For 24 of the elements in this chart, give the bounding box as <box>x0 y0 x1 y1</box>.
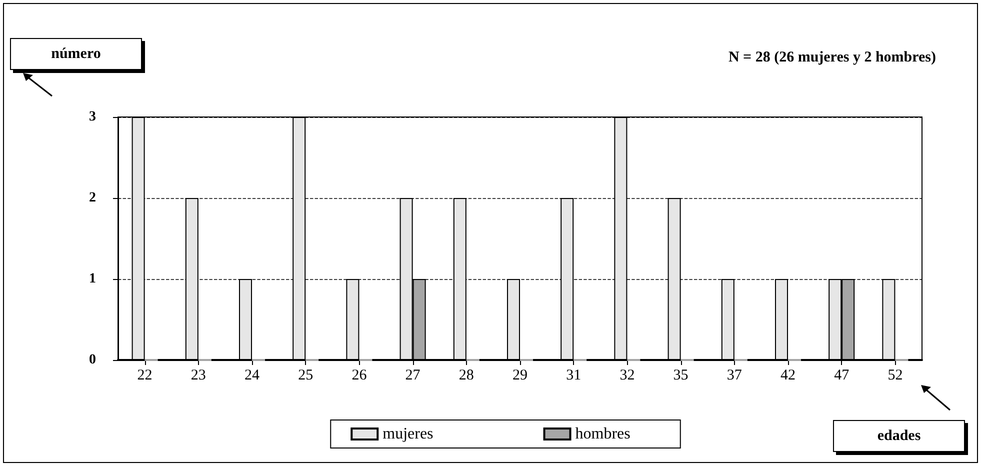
x-tick-label: 32 <box>620 368 635 384</box>
y-tick-label: 1 <box>89 272 96 286</box>
x-tick-label: 47 <box>834 368 850 384</box>
x-tick-label: 28 <box>458 368 474 384</box>
x-axis-title: edades <box>833 420 965 452</box>
y-tick-label: 2 <box>89 190 96 206</box>
x-tick-label: 42 <box>780 368 796 384</box>
x-tick-label: 37 <box>726 368 742 384</box>
x-tick-label: 52 <box>888 368 903 384</box>
x-tick-label: 27 <box>405 368 421 384</box>
y-axis-title: número <box>10 38 142 70</box>
x-tick-label: 35 <box>673 368 688 384</box>
legend-label: hombres <box>575 426 630 442</box>
x-tick-label: 22 <box>137 368 152 384</box>
legend-label: mujeres <box>382 426 434 442</box>
x-tick-label: 29 <box>512 368 528 384</box>
x-tick-label: 24 <box>244 368 260 384</box>
x-tick-label: 23 <box>190 368 206 384</box>
y-tick-label: 0 <box>89 352 96 368</box>
x-tick-label: 25 <box>298 368 314 384</box>
y-tick-label: 3 <box>89 110 96 124</box>
x-tick-label: 31 <box>566 368 582 384</box>
chart-title: N = 28 (26 mujeres y 2 hombres) <box>728 50 936 66</box>
x-tick-label: 26 <box>352 368 368 384</box>
